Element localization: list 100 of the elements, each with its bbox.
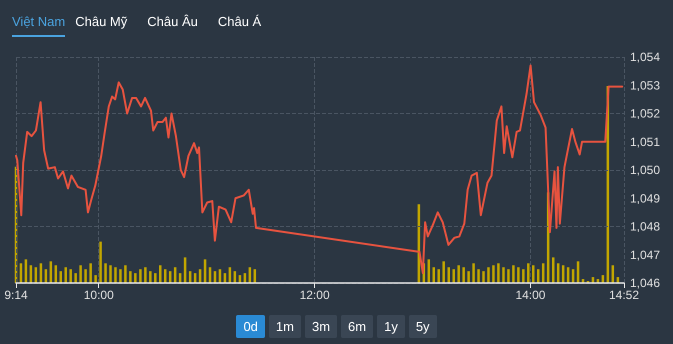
bar	[30, 265, 32, 283]
bar	[114, 267, 117, 283]
bar	[89, 263, 92, 283]
bar	[522, 269, 525, 283]
bar	[178, 273, 182, 283]
bar	[174, 267, 176, 283]
bar	[616, 277, 620, 283]
y-tick-label: 1,052	[630, 106, 660, 120]
bar	[556, 263, 560, 283]
x-tick-label: 9:14	[4, 288, 28, 302]
bar	[159, 265, 162, 283]
text: 6m	[341, 315, 374, 338]
bar	[582, 279, 584, 283]
bar	[532, 265, 535, 283]
bar	[542, 263, 544, 283]
bar	[512, 265, 515, 283]
bar	[482, 271, 485, 283]
bar	[552, 257, 554, 283]
bar	[442, 261, 445, 283]
bar	[612, 265, 614, 283]
text: 1m	[268, 315, 301, 338]
bar	[418, 204, 420, 283]
bar	[24, 259, 28, 283]
bar	[254, 269, 256, 283]
bar	[79, 265, 82, 283]
x-tick-label: 14:52	[608, 288, 640, 302]
text: 3m	[304, 315, 338, 338]
bar	[462, 267, 465, 283]
x-tick-label: 10:00	[84, 288, 114, 302]
bar	[562, 265, 564, 283]
y-tick-label: 1,053	[630, 78, 660, 92]
y-tick-label: 1,048	[630, 220, 660, 234]
bar	[139, 269, 142, 283]
bar	[244, 273, 246, 283]
bar	[566, 267, 570, 283]
text: 1y	[377, 315, 405, 338]
bar	[154, 273, 157, 283]
y-tick-label: 1,054	[630, 50, 660, 64]
bar	[104, 263, 107, 283]
bar	[74, 273, 77, 283]
bar	[60, 271, 62, 283]
text: Châu Mỹ	[75, 13, 128, 31]
bar	[69, 269, 72, 283]
bar	[214, 271, 216, 283]
bar	[592, 277, 594, 283]
bar	[149, 271, 152, 283]
bar	[492, 265, 495, 283]
bar	[34, 267, 38, 283]
bar	[224, 273, 226, 283]
bar	[54, 265, 58, 283]
text: Châu Âu	[147, 13, 199, 31]
bar	[44, 269, 48, 283]
text: 0d	[236, 315, 265, 338]
bar	[467, 271, 470, 283]
x-tick-label: 14:00	[515, 288, 546, 302]
bar	[50, 261, 52, 283]
bar	[64, 267, 67, 283]
bar	[507, 269, 510, 283]
bar	[234, 271, 236, 283]
bar	[527, 263, 530, 283]
bar	[134, 273, 137, 283]
bar	[437, 269, 440, 283]
bar	[119, 269, 122, 283]
bar	[432, 267, 436, 283]
text: Châu Á	[218, 13, 262, 31]
bar	[168, 271, 172, 283]
bar	[497, 263, 500, 283]
bar	[452, 269, 455, 283]
bar	[129, 271, 132, 283]
bar	[204, 259, 206, 283]
bar	[40, 263, 42, 283]
bar	[572, 269, 574, 283]
bar	[448, 267, 450, 283]
bar	[576, 261, 580, 283]
bar	[144, 267, 147, 283]
bar	[536, 269, 540, 283]
bar	[218, 269, 222, 283]
bar	[596, 279, 600, 283]
bar	[487, 267, 490, 283]
y-tick-label: 1,049	[630, 191, 660, 206]
bar	[94, 275, 97, 283]
text: Việt Nam	[12, 12, 66, 37]
bar	[184, 257, 186, 283]
bar	[228, 267, 232, 283]
bar	[109, 265, 112, 283]
y-tick-label: 1,046	[630, 276, 660, 290]
bar	[238, 275, 242, 283]
bar	[477, 269, 480, 283]
bar	[198, 269, 202, 283]
bar	[602, 275, 604, 283]
bar	[517, 267, 520, 283]
bar	[99, 242, 102, 283]
bar	[84, 269, 87, 283]
y-tick-label: 1,047	[630, 248, 660, 262]
bar	[188, 271, 192, 283]
bar	[124, 265, 127, 283]
bar	[502, 267, 505, 283]
bar	[194, 273, 196, 283]
bar	[20, 263, 22, 283]
bar	[472, 263, 475, 283]
